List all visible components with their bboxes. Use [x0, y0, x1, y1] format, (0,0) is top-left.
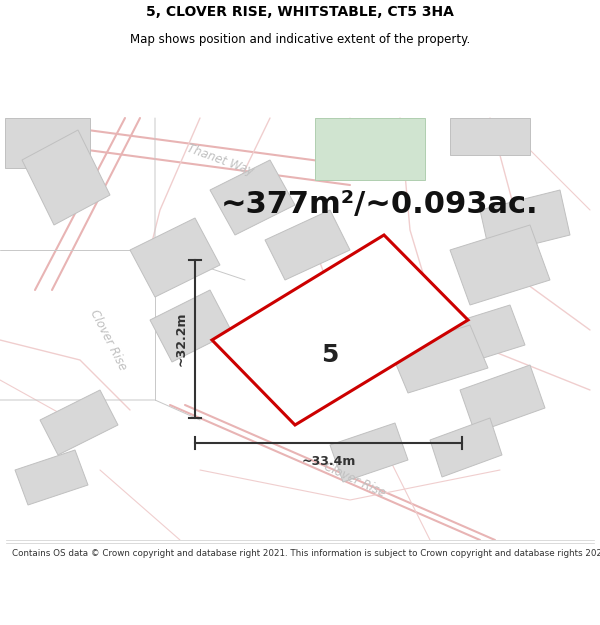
Polygon shape [315, 118, 425, 180]
Polygon shape [450, 225, 550, 305]
Polygon shape [212, 235, 468, 425]
Polygon shape [5, 118, 90, 168]
Text: 5, CLOVER RISE, WHITSTABLE, CT5 3HA: 5, CLOVER RISE, WHITSTABLE, CT5 3HA [146, 6, 454, 19]
Polygon shape [390, 325, 488, 393]
Polygon shape [480, 190, 570, 255]
Polygon shape [22, 130, 110, 225]
Text: ~32.2m: ~32.2m [175, 312, 187, 366]
Polygon shape [460, 365, 545, 433]
Text: Thanet Way: Thanet Way [185, 142, 255, 178]
Text: ~33.4m: ~33.4m [301, 455, 356, 468]
Text: ~377m²/~0.093ac.: ~377m²/~0.093ac. [221, 191, 539, 219]
Polygon shape [40, 390, 118, 455]
Text: Map shows position and indicative extent of the property.: Map shows position and indicative extent… [130, 32, 470, 46]
Polygon shape [265, 210, 350, 280]
Text: Clover Rise: Clover Rise [87, 308, 129, 372]
Text: Contains OS data © Crown copyright and database right 2021. This information is : Contains OS data © Crown copyright and d… [12, 549, 600, 558]
Polygon shape [150, 290, 232, 362]
Polygon shape [450, 118, 530, 155]
Polygon shape [15, 450, 88, 505]
Text: Clover Rise: Clover Rise [322, 460, 388, 500]
Polygon shape [130, 218, 220, 297]
Polygon shape [430, 418, 502, 477]
Text: 5: 5 [322, 343, 338, 367]
Polygon shape [210, 160, 295, 235]
Polygon shape [430, 305, 525, 370]
Polygon shape [330, 423, 408, 482]
